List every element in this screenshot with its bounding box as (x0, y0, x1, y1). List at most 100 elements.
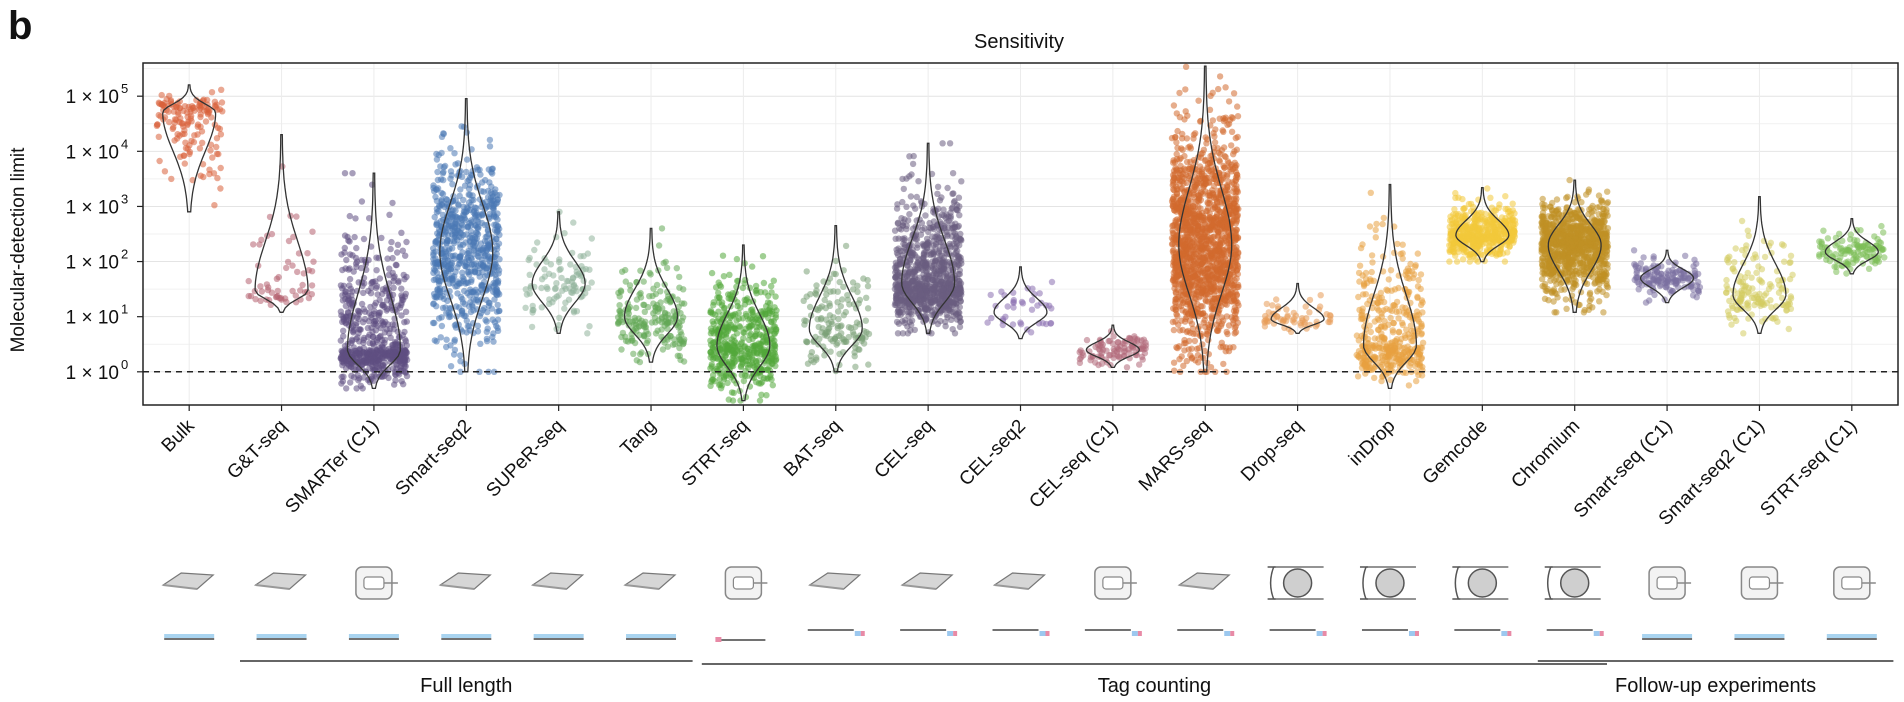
data-point (1010, 289, 1017, 296)
data-point (437, 294, 444, 301)
data-point (213, 143, 220, 151)
data-point (837, 323, 844, 330)
data-point (753, 359, 760, 366)
data-point (1226, 201, 1233, 208)
data-point (378, 234, 385, 242)
data-point (161, 168, 169, 175)
data-point (834, 288, 841, 295)
data-point (342, 351, 349, 359)
data-point (951, 330, 959, 337)
data-point (275, 273, 282, 281)
data-point (1219, 127, 1226, 134)
data-point (209, 154, 216, 161)
data-point (356, 326, 364, 333)
data-point (1200, 146, 1208, 153)
data-point (368, 284, 375, 291)
data-point (218, 99, 226, 106)
data-point (1223, 328, 1230, 336)
data-point (1216, 73, 1224, 80)
data-point (543, 284, 550, 291)
data-point (431, 267, 439, 274)
data-point (196, 106, 203, 113)
data-point (402, 349, 410, 357)
data-point (825, 320, 832, 327)
data-point (376, 275, 384, 282)
data-point (570, 219, 577, 226)
data-point (863, 294, 870, 301)
data-point (384, 255, 391, 262)
data-point (860, 275, 867, 282)
data-point (1174, 127, 1181, 135)
data-point (804, 360, 812, 367)
data-point (909, 249, 916, 257)
data-point (930, 249, 937, 256)
data-point (919, 226, 926, 233)
data-point (950, 300, 957, 307)
data-point (934, 190, 941, 197)
data-point (1200, 232, 1208, 239)
data-point (450, 351, 458, 358)
data-point (181, 103, 189, 110)
data-point (835, 315, 842, 323)
data-point (348, 299, 355, 306)
chart-title: Sensitivity (974, 31, 1064, 53)
data-point (403, 372, 411, 380)
data-point (170, 124, 177, 131)
data-point (1216, 220, 1224, 227)
data-point (1010, 298, 1017, 306)
data-point (430, 245, 437, 252)
data-point (1176, 114, 1184, 121)
data-point (385, 271, 393, 279)
data-point (399, 247, 406, 254)
data-point (807, 291, 814, 298)
data-point (842, 308, 849, 316)
data-point (371, 371, 378, 379)
data-point (655, 305, 663, 313)
data-point (1183, 313, 1190, 321)
data-point (530, 306, 537, 314)
data-point (746, 354, 753, 361)
data-point (1169, 318, 1177, 326)
data-point (208, 114, 215, 121)
data-point (1187, 227, 1194, 234)
data-point (170, 108, 177, 115)
data-point (1234, 133, 1241, 141)
data-point (630, 350, 637, 357)
data-point (845, 324, 853, 331)
data-point (833, 341, 840, 348)
data-point (392, 346, 399, 354)
data-point (1002, 313, 1009, 320)
data-point (1185, 346, 1192, 353)
data-point (472, 296, 480, 304)
data-point (664, 336, 671, 343)
data-point (801, 321, 808, 328)
data-point (840, 338, 848, 346)
data-point (168, 175, 175, 183)
data-point (473, 260, 480, 267)
data-point (950, 199, 958, 206)
data-point (826, 300, 833, 307)
data-point (903, 225, 910, 233)
data-point (379, 290, 386, 298)
data-point (469, 289, 476, 296)
data-point (494, 301, 501, 309)
data-point (348, 340, 355, 347)
data-point (708, 363, 715, 370)
data-point (772, 314, 779, 321)
data-point (1220, 250, 1228, 258)
data-point (366, 309, 373, 316)
data-point (769, 335, 776, 342)
data-point (1138, 353, 1146, 360)
data-point (944, 184, 951, 192)
data-point (439, 170, 447, 177)
data-point (644, 303, 652, 311)
data-point (1221, 164, 1228, 171)
data-point (614, 320, 622, 327)
data-point (1171, 367, 1178, 374)
data-point (956, 267, 963, 274)
data-point (359, 385, 366, 392)
data-point (477, 310, 485, 317)
data-point (166, 92, 173, 100)
data-point (1179, 250, 1186, 257)
data-point (403, 238, 410, 246)
